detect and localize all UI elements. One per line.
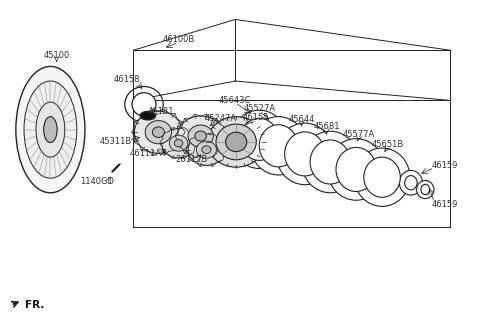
Text: 45681: 45681 bbox=[313, 122, 340, 131]
Ellipse shape bbox=[231, 110, 287, 168]
Text: 45577A: 45577A bbox=[343, 130, 375, 139]
Text: 46100B: 46100B bbox=[162, 35, 195, 44]
Text: 46155: 46155 bbox=[243, 113, 269, 122]
Ellipse shape bbox=[140, 111, 156, 120]
Ellipse shape bbox=[354, 148, 410, 206]
Ellipse shape bbox=[188, 134, 225, 165]
Ellipse shape bbox=[207, 117, 265, 167]
Text: 46159: 46159 bbox=[432, 200, 458, 209]
Ellipse shape bbox=[417, 180, 434, 199]
Ellipse shape bbox=[44, 117, 57, 143]
Ellipse shape bbox=[364, 157, 400, 197]
Ellipse shape bbox=[310, 140, 350, 184]
Ellipse shape bbox=[162, 129, 195, 158]
Ellipse shape bbox=[202, 146, 211, 154]
Ellipse shape bbox=[132, 93, 156, 116]
Text: 26112B: 26112B bbox=[176, 155, 208, 164]
Ellipse shape bbox=[216, 124, 256, 160]
Ellipse shape bbox=[195, 131, 206, 141]
Ellipse shape bbox=[24, 81, 77, 178]
Text: 45651B: 45651B bbox=[372, 140, 404, 149]
Ellipse shape bbox=[259, 125, 298, 167]
Ellipse shape bbox=[169, 135, 188, 151]
Text: 46159: 46159 bbox=[432, 161, 458, 170]
Text: 1140GD: 1140GD bbox=[80, 177, 114, 186]
Ellipse shape bbox=[336, 147, 376, 191]
Text: 45247A: 45247A bbox=[205, 114, 237, 123]
Ellipse shape bbox=[240, 118, 278, 160]
Text: 45644: 45644 bbox=[288, 115, 314, 124]
Text: 45527A: 45527A bbox=[243, 104, 275, 113]
Ellipse shape bbox=[327, 139, 385, 200]
Ellipse shape bbox=[399, 170, 422, 195]
Ellipse shape bbox=[251, 117, 306, 175]
Text: 46111A: 46111A bbox=[130, 149, 161, 158]
Ellipse shape bbox=[196, 141, 216, 158]
Ellipse shape bbox=[16, 66, 85, 193]
Ellipse shape bbox=[405, 176, 417, 190]
Ellipse shape bbox=[174, 140, 183, 147]
Ellipse shape bbox=[285, 132, 325, 176]
Ellipse shape bbox=[125, 87, 163, 122]
Ellipse shape bbox=[153, 127, 164, 137]
Text: 46131: 46131 bbox=[148, 107, 175, 116]
Ellipse shape bbox=[188, 125, 213, 147]
Ellipse shape bbox=[421, 184, 430, 195]
Ellipse shape bbox=[36, 102, 65, 157]
Text: 45100: 45100 bbox=[44, 51, 70, 60]
Text: 45311B: 45311B bbox=[100, 137, 132, 146]
Ellipse shape bbox=[276, 123, 334, 185]
Ellipse shape bbox=[178, 116, 224, 156]
Ellipse shape bbox=[134, 111, 182, 153]
Text: FR.: FR. bbox=[25, 300, 44, 310]
Ellipse shape bbox=[301, 131, 359, 193]
Ellipse shape bbox=[145, 121, 172, 144]
Text: 45643C: 45643C bbox=[219, 96, 252, 105]
Text: 46158: 46158 bbox=[114, 75, 141, 84]
Ellipse shape bbox=[226, 132, 247, 152]
